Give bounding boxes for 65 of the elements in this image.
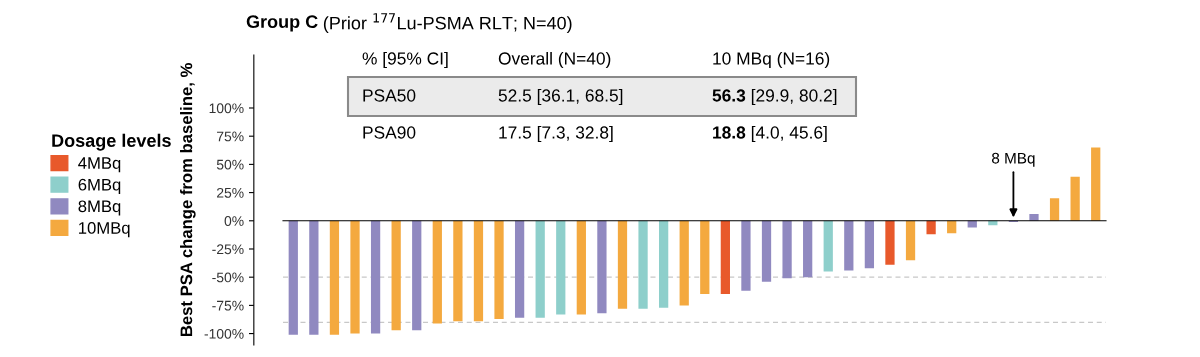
y-tick-label: 25% (217, 187, 244, 198)
bar (638, 220, 648, 309)
annotation: PSA50 (363, 89, 416, 102)
bar (659, 220, 669, 308)
bar (741, 220, 751, 291)
legend-label: 6MBq (78, 178, 121, 194)
bar (514, 220, 525, 318)
bar (412, 220, 422, 331)
bar (905, 220, 916, 261)
annotation: 18.8 [4.0, 45.6] (713, 125, 827, 143)
bar (823, 220, 833, 272)
legend-title: Dosage levels (52, 133, 171, 151)
bar (1049, 198, 1060, 221)
bar (453, 220, 463, 322)
bar (782, 220, 792, 279)
bar (885, 220, 895, 265)
y-tick-label: -75% (212, 300, 244, 311)
y-tick-label: -100% (204, 328, 244, 339)
bar (391, 220, 401, 331)
y-tick-label: 50% (216, 159, 244, 170)
annotation: 52.5 [36.1, 68.5] (498, 88, 623, 106)
bar (720, 220, 730, 295)
chart-title: Group C (246, 15, 318, 32)
bar (844, 220, 854, 271)
annotation: PSA90 (363, 126, 416, 139)
bar (597, 220, 607, 314)
bar (1029, 214, 1039, 221)
bar (1091, 147, 1101, 221)
y-tick-label: 100% (209, 103, 244, 114)
bar (926, 220, 936, 235)
bar (864, 220, 875, 269)
y-axis-title: Best PSA change from baseline, % (180, 63, 196, 337)
chart-subtitle: (Prior $^{177}$Lu-PSMA RLT; N=40) (323, 13, 572, 34)
bar (556, 220, 566, 315)
legend-label: 8MBq (78, 200, 121, 216)
bar (309, 220, 319, 335)
bar (288, 220, 298, 335)
bar (967, 220, 977, 228)
y-tick-label: -50% (212, 272, 244, 283)
legend-label: 4MBq (78, 157, 121, 173)
annotation: 8 MBq (992, 152, 1035, 167)
annotation: 10 MBq (N=16) (713, 51, 830, 69)
bar (432, 220, 442, 324)
y-tick-label: 0% (224, 216, 244, 226)
y-tick-label: -25% (212, 244, 244, 255)
bar (761, 220, 772, 282)
bar (576, 220, 586, 315)
annotation: % [95% CI] (362, 51, 448, 69)
bar (494, 220, 504, 319)
y-tick-label: 75% (217, 131, 244, 142)
bar (350, 220, 360, 334)
annotation: Overall (N=40) (498, 51, 611, 69)
bar (947, 220, 957, 234)
bar (535, 220, 545, 318)
bar (803, 220, 813, 278)
bar (679, 220, 689, 306)
annotation: 56.3 [29.9, 80.2] (712, 88, 837, 106)
bar (700, 220, 710, 295)
bar (370, 220, 381, 334)
bar (617, 220, 628, 309)
bar (1070, 176, 1080, 221)
bar (473, 220, 484, 322)
legend-label: 10MBq (79, 222, 130, 238)
annotation: 17.5 [7.3, 32.8] (499, 125, 613, 143)
bar (329, 220, 340, 335)
